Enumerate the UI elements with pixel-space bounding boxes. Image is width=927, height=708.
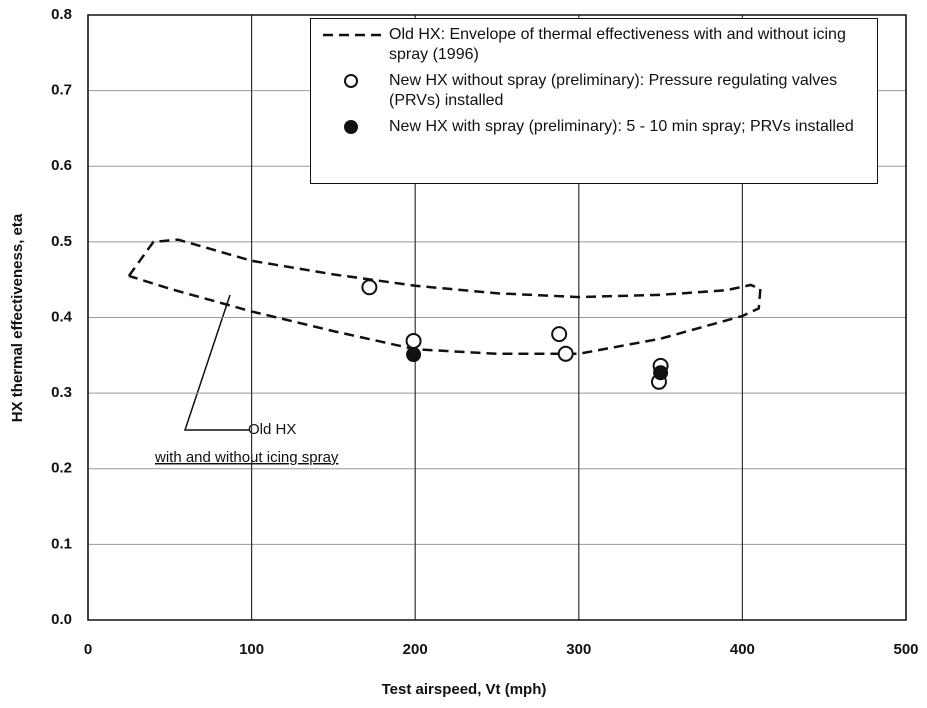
legend-entry: New HX with spray (preliminary): 5 - 10 …: [319, 117, 869, 137]
x-tick-label: 400: [730, 641, 755, 658]
y-tick-label: 0.4: [51, 308, 73, 325]
legend-symbol: [344, 74, 358, 88]
y-tick-label: 0.3: [51, 384, 72, 401]
x-tick-label: 100: [239, 641, 264, 658]
envelope-line: [127, 238, 762, 356]
x-tick-label: 500: [893, 641, 918, 658]
y-tick-label: 0.2: [51, 460, 72, 477]
y-tick-label: 0.1: [51, 535, 72, 552]
open-point: [361, 279, 378, 296]
filled-point: [653, 365, 669, 381]
plot-frame: [87, 14, 907, 621]
legend-label: Old HX: Envelope of thermal effectivenes…: [389, 26, 846, 63]
annotation-leader: [183, 294, 250, 431]
x-tick-label: 200: [403, 641, 428, 658]
x-axis-label: Test airspeed, Vt (mph): [382, 681, 547, 698]
legend-symbol: [344, 120, 358, 134]
annotation: with and without icing spray: [154, 449, 339, 466]
filled-point: [406, 347, 422, 363]
y-tick-label: 0.0: [51, 611, 72, 628]
y-tick-label: 0.7: [51, 82, 72, 99]
annotation: Old HX: [248, 421, 296, 438]
y-axis-label: HX thermal effectiveness, eta: [9, 213, 26, 422]
open-point: [551, 326, 568, 343]
legend: Old HX: Envelope of thermal effectivenes…: [310, 18, 878, 184]
y-tick-label: 0.6: [51, 157, 72, 174]
legend-marker: [344, 120, 358, 134]
open-point: [557, 345, 574, 362]
legend-label: New HX without spray (preliminary): Pres…: [389, 72, 838, 109]
legend-symbol: [323, 33, 381, 37]
x-tick-label: 0: [84, 641, 92, 658]
x-tick-label: 300: [566, 641, 591, 658]
y-tick-label: 0.5: [51, 233, 72, 250]
legend-entry: New HX without spray (preliminary): Pres…: [319, 71, 869, 111]
legend-entry: Old HX: Envelope of thermal effectivenes…: [319, 25, 869, 65]
legend-marker: [344, 74, 358, 88]
open-point: [405, 332, 422, 349]
legend-label: New HX with spray (preliminary): 5 - 10 …: [389, 118, 854, 135]
y-tick-label: 0.8: [51, 6, 72, 23]
